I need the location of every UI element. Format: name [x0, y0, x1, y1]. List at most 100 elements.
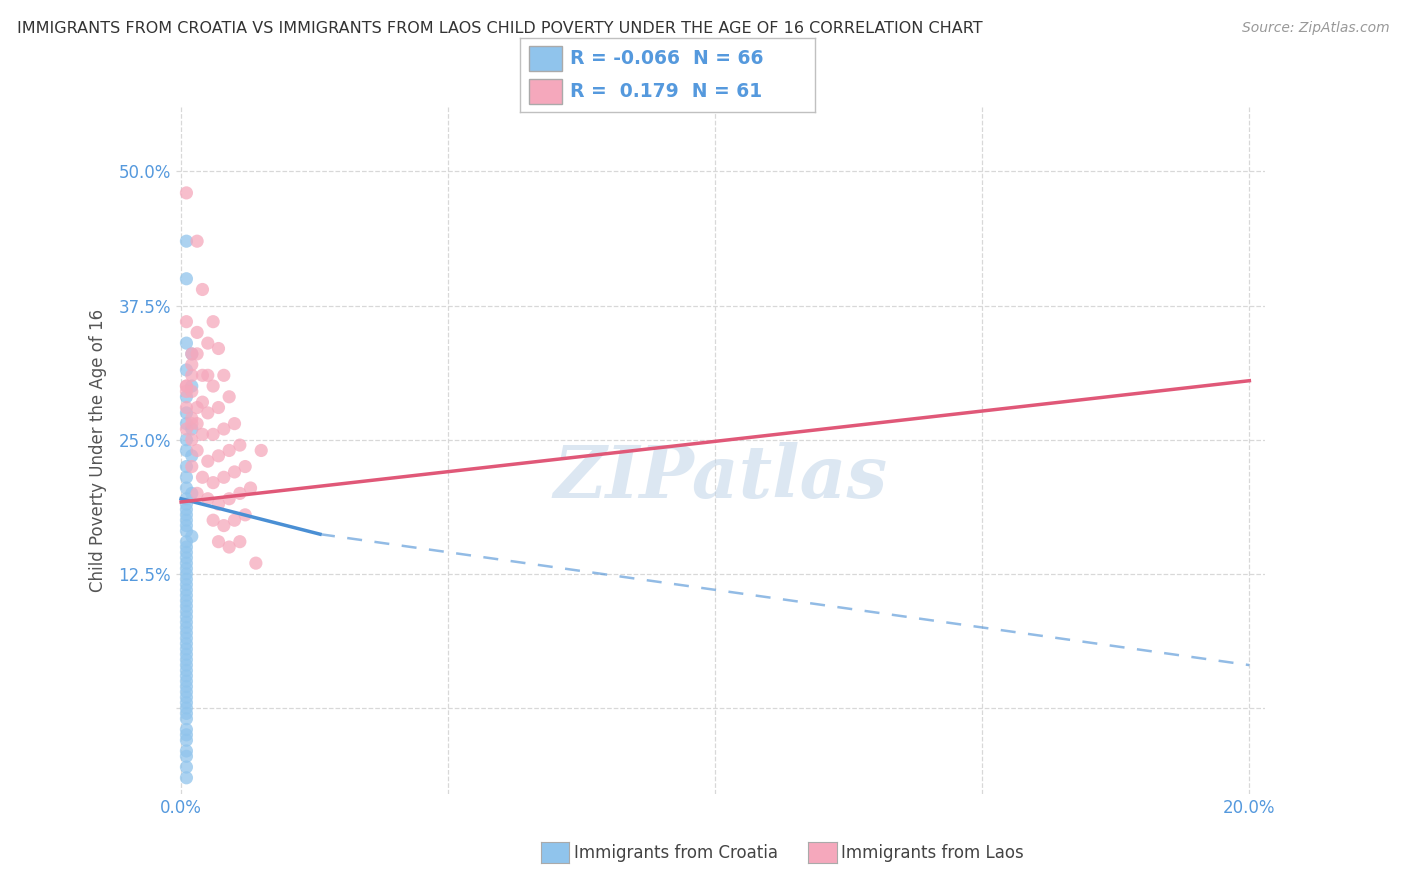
Point — [180, 529, 202, 543]
Point — [176, 234, 198, 248]
Point — [229, 486, 252, 500]
Text: Source: ZipAtlas.com: Source: ZipAtlas.com — [1241, 21, 1389, 35]
Text: Immigrants from Laos: Immigrants from Laos — [841, 844, 1024, 862]
Point — [176, 502, 198, 516]
Point — [233, 459, 256, 474]
Text: R =  0.179  N = 61: R = 0.179 N = 61 — [571, 81, 762, 101]
Point — [176, 491, 198, 506]
Point — [176, 379, 198, 393]
Point — [176, 508, 198, 522]
Point — [233, 508, 256, 522]
Point — [176, 524, 198, 538]
Point — [176, 680, 198, 694]
Point — [176, 401, 198, 415]
Point — [176, 696, 198, 710]
Point — [176, 315, 198, 329]
Point — [176, 609, 198, 624]
Point — [176, 744, 198, 758]
Point — [176, 621, 198, 635]
Point — [197, 336, 219, 351]
Point — [176, 615, 198, 630]
Point — [176, 545, 198, 559]
Point — [176, 336, 198, 351]
Point — [202, 379, 225, 393]
Point — [207, 342, 229, 356]
Point — [176, 271, 198, 285]
Point — [176, 577, 198, 591]
Point — [180, 347, 202, 361]
Point — [229, 534, 252, 549]
Point — [180, 417, 202, 431]
Point — [176, 626, 198, 640]
Point — [176, 550, 198, 565]
Point — [176, 481, 198, 495]
Point — [176, 685, 198, 699]
Point — [176, 363, 198, 377]
Point — [202, 427, 225, 442]
Point — [176, 556, 198, 570]
Point — [176, 186, 198, 200]
Text: IMMIGRANTS FROM CROATIA VS IMMIGRANTS FROM LAOS CHILD POVERTY UNDER THE AGE OF 1: IMMIGRANTS FROM CROATIA VS IMMIGRANTS FR… — [17, 21, 983, 36]
Point — [176, 540, 198, 554]
Point — [176, 379, 198, 393]
Point — [176, 572, 198, 586]
Bar — [529, 79, 561, 104]
Point — [180, 433, 202, 447]
Text: Immigrants from Croatia: Immigrants from Croatia — [574, 844, 778, 862]
Point — [176, 593, 198, 607]
Point — [176, 497, 198, 511]
Point — [176, 674, 198, 689]
Point — [176, 390, 198, 404]
Point — [212, 470, 235, 484]
Point — [180, 449, 202, 463]
Point — [180, 368, 202, 383]
Point — [176, 566, 198, 581]
Point — [176, 728, 198, 742]
Point — [176, 669, 198, 683]
Point — [191, 283, 214, 297]
Point — [176, 422, 198, 436]
Point — [186, 326, 208, 340]
Point — [176, 706, 198, 721]
Point — [239, 481, 262, 495]
Point — [176, 760, 198, 774]
Point — [197, 368, 219, 383]
Point — [176, 701, 198, 715]
Point — [176, 733, 198, 747]
Point — [176, 534, 198, 549]
Point — [176, 637, 198, 651]
Point — [224, 465, 246, 479]
Point — [180, 486, 202, 500]
Point — [176, 690, 198, 705]
Point — [224, 513, 246, 527]
Point — [229, 438, 252, 452]
Point — [191, 368, 214, 383]
Point — [180, 422, 202, 436]
Y-axis label: Child Poverty Under the Age of 16: Child Poverty Under the Age of 16 — [89, 309, 107, 592]
Point — [202, 513, 225, 527]
Point — [224, 417, 246, 431]
Point — [212, 518, 235, 533]
Point — [176, 712, 198, 726]
Point — [176, 653, 198, 667]
Point — [176, 518, 198, 533]
Point — [180, 411, 202, 425]
Point — [186, 486, 208, 500]
Point — [176, 599, 198, 613]
Point — [186, 443, 208, 458]
Point — [212, 422, 235, 436]
Point — [176, 604, 198, 618]
Point — [207, 497, 229, 511]
Point — [245, 556, 267, 570]
Point — [180, 384, 202, 399]
Point — [176, 459, 198, 474]
Point — [207, 449, 229, 463]
Point — [180, 358, 202, 372]
Point — [186, 417, 208, 431]
Point — [176, 384, 198, 399]
Point — [180, 459, 202, 474]
Point — [197, 454, 219, 468]
Point — [191, 470, 214, 484]
Text: ZIPatlas: ZIPatlas — [554, 442, 887, 514]
Text: R = -0.066  N = 66: R = -0.066 N = 66 — [571, 48, 763, 68]
